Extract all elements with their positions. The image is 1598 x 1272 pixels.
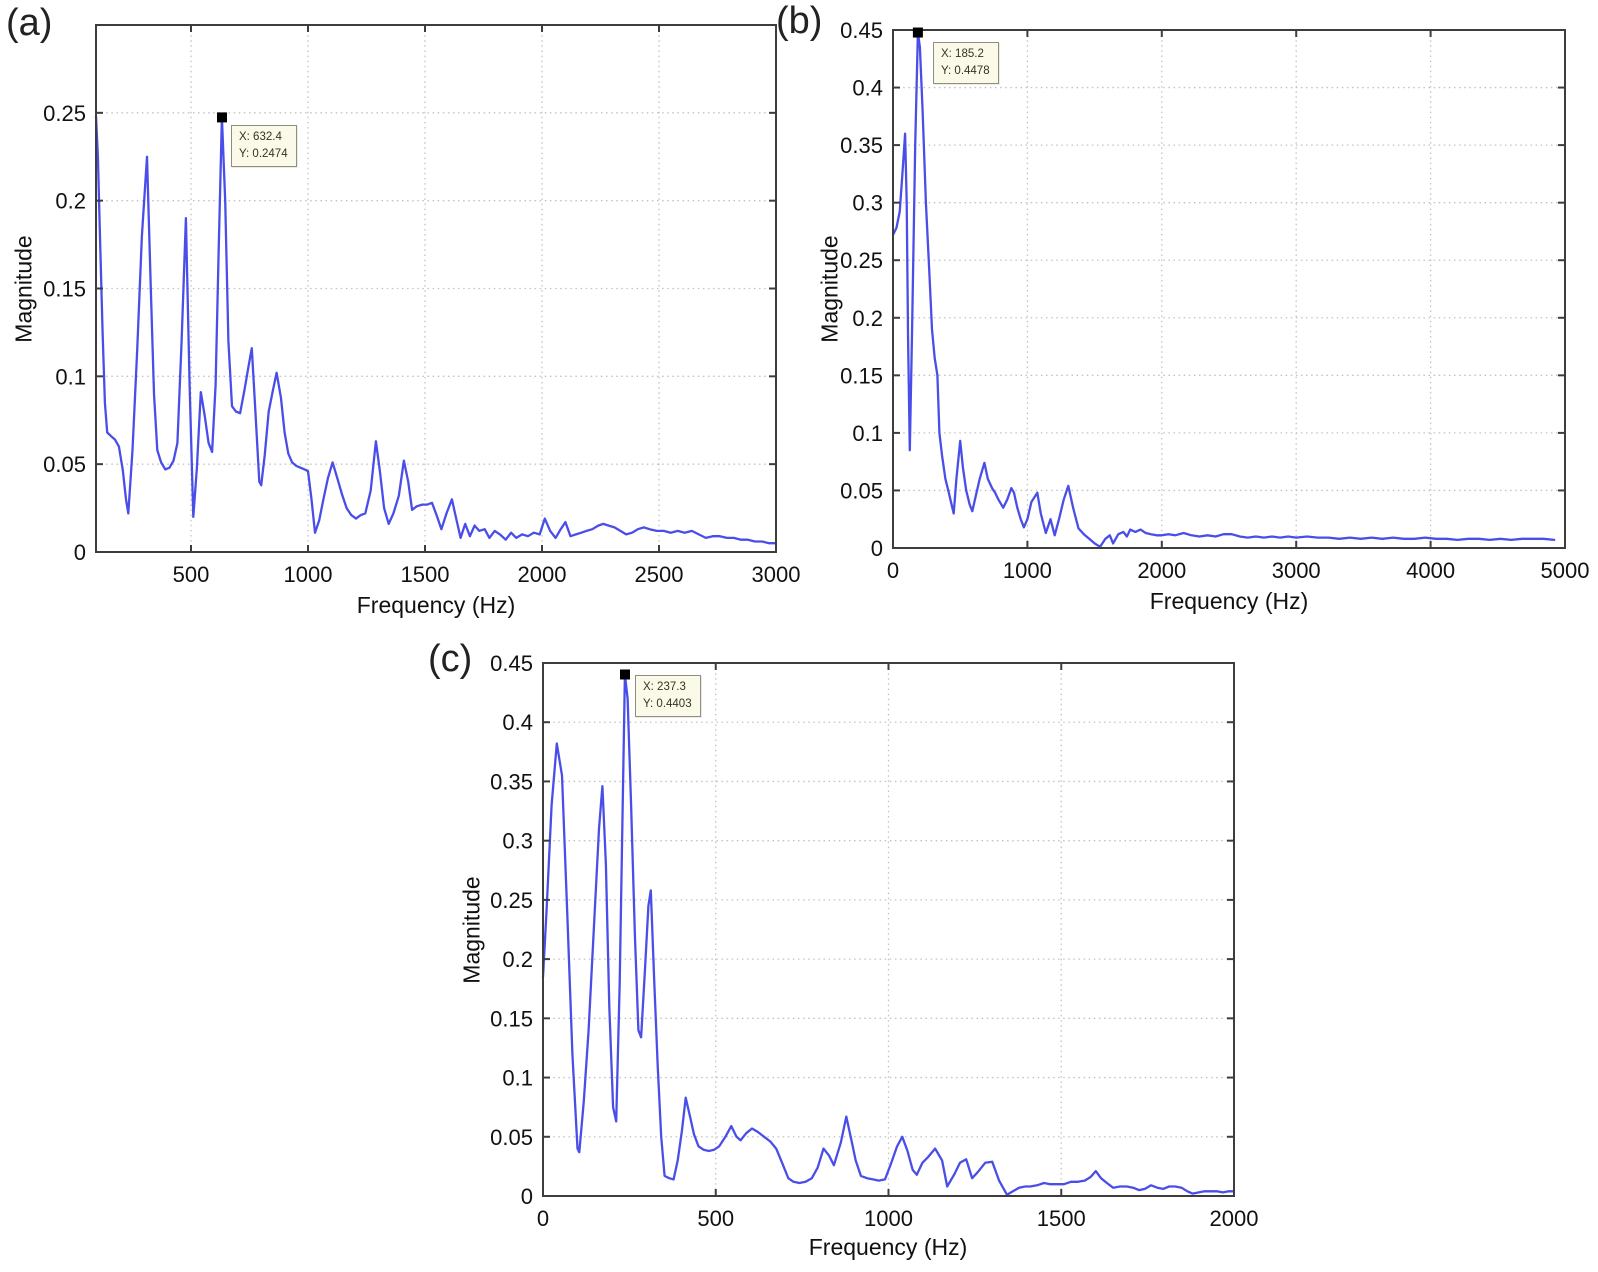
datatip-c-y-value: Y: 0.4403 [643,697,692,710]
x-tick-label: 0 [537,1206,549,1231]
y-tick-label: 0.05 [43,452,86,477]
x-tick-label: 4000 [1406,558,1455,583]
x-axis-title-c: Frequency (Hz) [808,1234,968,1260]
datatip-b: X: 185.2 Y: 0.4478 [933,42,999,85]
x-tick-label: 0 [887,558,899,583]
spectrum-line-a [94,115,778,545]
spectrum-line-c [541,673,1236,1196]
y-tick-label: 0 [74,540,86,565]
datatip-c: X: 237.3 Y: 0.4403 [635,675,701,718]
y-tick-label: 0.1 [502,1066,533,1091]
axes-box [892,29,1566,549]
x-tick-label: 1000 [1003,558,1052,583]
x-axis-title-b: Frequency (Hz) [1149,588,1309,614]
datatip-a-y-value: Y: 0.2474 [239,147,288,160]
x-tick-label: 1000 [864,1206,913,1231]
y-tick-label: 0.4 [502,710,533,735]
y-tick-label: 0.3 [852,191,883,216]
axes-panel-c: 0 500 1000 1500 2000 0 0.05 0.1 0.15 0.2 0.25 0.3 0.… [490,651,1258,1231]
x-tick-label: 1500 [401,562,450,587]
y-tick-label: 0.15 [840,363,883,388]
axes-panel-b: 0 1000 2000 3000 4000 5000 0 0.05 0.1 0.15 0.2 0.25… [840,18,1589,583]
datatip-marker-a [216,112,227,123]
y-tick-label: 0.1 [55,364,86,389]
x-tick-label: 2000 [518,562,567,587]
datatip-b-x-value: X: 185.2 [941,48,984,60]
x-tick-label: 3000 [1272,558,1321,583]
datatip-marker-b [912,27,923,38]
x-tick-label: 1000 [284,562,333,587]
y-axis-title-a: Magnitude [10,235,37,343]
datatip-marker-c [619,669,630,680]
y-tick-label: 0 [521,1184,533,1209]
y-tick-label: 0.45 [490,651,533,676]
y-tick-label: 0.15 [490,1006,533,1031]
y-tick-label: 0.25 [490,888,533,913]
y-tick-label: 0.4 [852,76,883,101]
x-tick-label: 2000 [1210,1206,1259,1231]
x-tick-label: 3000 [752,562,801,587]
y-tick-label: 0.45 [840,18,883,43]
x-tick-label: 1500 [1037,1206,1086,1231]
spectrum-line-b [891,31,1556,548]
datatip-a: X: 632.4 Y: 0.2474 [231,125,297,168]
y-tick-label: 0.3 [502,829,533,854]
y-tick-label: 0.05 [840,478,883,503]
panel-label-c: (c) [428,638,473,680]
datatip-a-x-value: X: 632.4 [239,131,282,143]
y-tick-label: 0.05 [490,1125,533,1150]
y-axis-title-b: Magnitude [816,235,843,343]
y-tick-label: 0.2 [55,189,86,214]
datatip-b-y-value: Y: 0.4478 [941,64,990,77]
panel-label-b: (b) [776,0,823,42]
x-axis-title-a: Frequency (Hz) [356,592,516,618]
x-tick-label: 5000 [1541,558,1590,583]
x-tick-label: 2500 [635,562,684,587]
x-tick-label: 2000 [1137,558,1186,583]
plot-background [893,30,1565,548]
y-tick-label: 0.2 [502,947,533,972]
y-tick-label: 0.25 [840,248,883,273]
y-tick-label: 0.2 [852,306,883,331]
y-axis-title-c: Magnitude [458,876,485,984]
y-tick-label: 0.25 [43,101,86,126]
y-tick-label: 0.15 [43,277,86,302]
x-tick-label: 500 [697,1206,734,1231]
axes-panel-a: 500 1000 1500 2000 2500 3000 0 0.05 0.1 0.15 0.2 0.… [43,24,801,587]
y-tick-label: 0.35 [490,769,533,794]
x-tick-label: 500 [173,562,210,587]
y-tick-label: 0.1 [852,421,883,446]
y-tick-label: 0.35 [840,133,883,158]
y-tick-label: 0 [871,536,883,561]
datatip-c-x-value: X: 237.3 [643,681,686,693]
panel-label-a: (a) [6,2,53,44]
